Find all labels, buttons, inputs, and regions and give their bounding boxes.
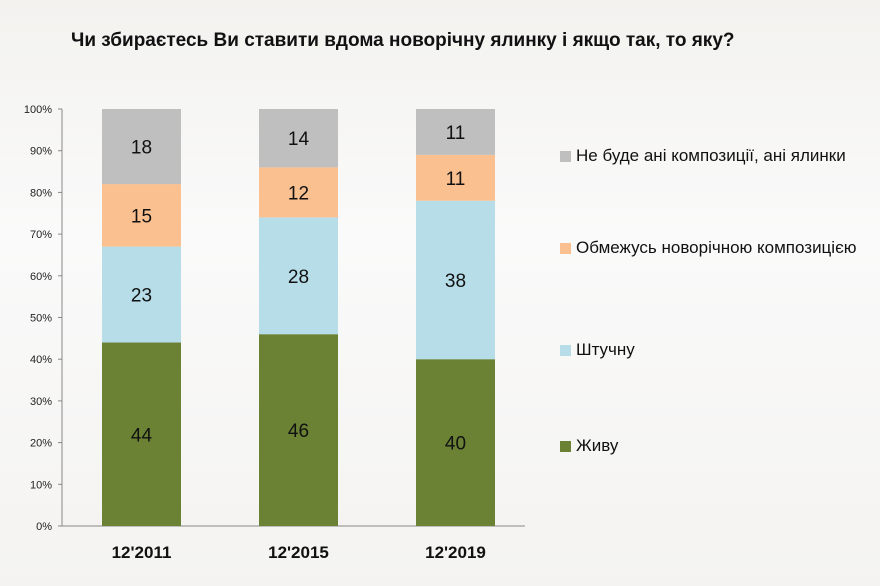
legend-swatch bbox=[560, 440, 571, 452]
y-tick-label: 60% bbox=[30, 271, 52, 283]
data-label: 14 bbox=[288, 129, 310, 150]
legend-label: Не буде ані композиції, ані ялинки bbox=[576, 146, 846, 165]
y-tick-label: 20% bbox=[30, 438, 52, 450]
x-tick-label: 12'2019 bbox=[425, 543, 486, 562]
y-tick-label: 40% bbox=[30, 354, 52, 366]
x-tick-label: 12'2015 bbox=[268, 543, 329, 562]
data-label: 46 bbox=[288, 421, 309, 442]
y-tick-label: 70% bbox=[30, 229, 52, 241]
bar-segment bbox=[259, 217, 338, 335]
data-label: 40 bbox=[445, 434, 466, 455]
chart-title: Чи збираєтесь Ви ставити вдома новорічну… bbox=[71, 30, 735, 51]
data-label: 23 bbox=[131, 286, 152, 307]
bar-segment bbox=[416, 200, 495, 360]
y-tick-label: 30% bbox=[30, 396, 52, 408]
data-label: 44 bbox=[131, 425, 153, 446]
y-tick-label: 0% bbox=[36, 521, 52, 533]
bar-segment bbox=[102, 184, 181, 247]
bar-segment bbox=[102, 109, 181, 185]
legend-item: Не буде ані композиції, ані ялинки bbox=[560, 146, 846, 166]
y-tick-label: 80% bbox=[30, 187, 52, 199]
bar-segment bbox=[259, 334, 338, 526]
data-label: 11 bbox=[446, 123, 466, 144]
y-tick-label: 90% bbox=[30, 146, 52, 158]
y-tick-label: 100% bbox=[24, 104, 52, 116]
legend-label: Обмежусь новорічною композицією bbox=[576, 238, 857, 257]
legend-swatch bbox=[560, 150, 571, 162]
data-label: 28 bbox=[288, 267, 309, 288]
bar-segment bbox=[416, 109, 495, 155]
bar-segment bbox=[416, 359, 495, 526]
legend-item: Живу bbox=[560, 436, 618, 456]
data-label: 38 bbox=[445, 271, 466, 292]
y-tick-label: 10% bbox=[30, 479, 52, 491]
y-tick-label: 50% bbox=[30, 313, 52, 325]
x-tick-label: 12'2011 bbox=[112, 543, 172, 562]
legend-swatch bbox=[560, 344, 571, 356]
legend-item: Обмежусь новорічною композицією bbox=[560, 238, 857, 258]
bar-segment bbox=[259, 109, 338, 168]
bar-segment bbox=[259, 167, 338, 218]
legend-label: Штучну bbox=[576, 340, 635, 359]
data-label: 18 bbox=[131, 138, 152, 159]
bar-segment bbox=[102, 342, 181, 526]
legend-item: Штучну bbox=[560, 340, 635, 360]
data-label: 15 bbox=[131, 206, 152, 227]
data-label: 11 bbox=[446, 169, 466, 190]
bar-segment bbox=[416, 154, 495, 201]
bar-segment bbox=[102, 246, 181, 343]
legend-label: Живу bbox=[576, 436, 619, 455]
data-label: 12 bbox=[288, 183, 309, 204]
legend-swatch bbox=[560, 242, 571, 254]
